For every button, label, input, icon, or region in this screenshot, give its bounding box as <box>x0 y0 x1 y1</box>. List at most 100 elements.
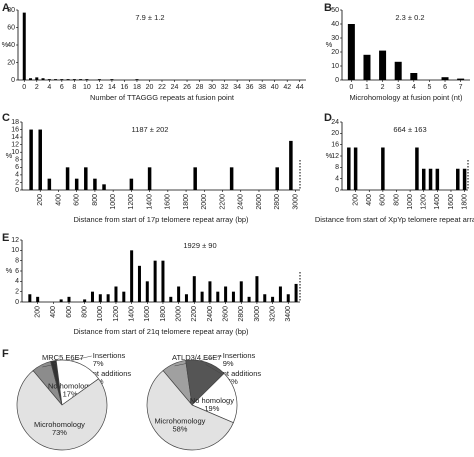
x-tick-label: 1800 <box>183 194 190 210</box>
x-tick-label: 6 <box>60 84 64 91</box>
pie-title: ATLD3/4 E6E7 <box>172 353 221 362</box>
x-axis-label: Distance from start of 21q telomere repe… <box>73 327 249 336</box>
x-tick-label: 16 <box>121 84 129 91</box>
x-tick-label: 3 <box>396 84 400 91</box>
bar <box>102 184 106 190</box>
bar <box>200 291 204 302</box>
bar <box>353 147 358 190</box>
bar <box>36 296 40 302</box>
x-tick-label: 200 <box>35 306 42 318</box>
slice-value-label: 7% <box>93 359 104 368</box>
bar <box>169 296 173 302</box>
y-tick-label: 50 <box>331 7 339 14</box>
x-tick-label: 44 <box>296 84 304 91</box>
bar <box>363 54 371 80</box>
slice-value-label: 19% <box>204 404 219 413</box>
x-tick-label: 2600 <box>256 194 263 210</box>
x-tick-label: 800 <box>92 194 99 206</box>
x-tick-label: 1600 <box>165 194 172 210</box>
x-tick-label: 2200 <box>191 306 198 322</box>
bar <box>59 299 63 302</box>
slice-value-label: 58% <box>172 424 187 433</box>
bar <box>239 281 243 302</box>
bar <box>54 79 58 80</box>
x-tick-label: 34 <box>233 84 241 91</box>
x-tick-label: 3400 <box>285 306 292 322</box>
bar <box>147 167 152 190</box>
x-tick-label: 2800 <box>238 306 245 322</box>
y-tick-label: 2 <box>15 179 19 186</box>
y-tick-label: 0 <box>11 77 15 84</box>
bar <box>275 167 279 190</box>
x-tick-label: 4 <box>412 84 416 91</box>
y-axis-label: % <box>326 151 333 160</box>
y-tick-label: 14 <box>11 134 19 141</box>
bar <box>90 291 94 302</box>
bar <box>74 178 79 190</box>
x-tick-label: 42 <box>283 84 291 91</box>
y-tick-label: 0 <box>15 187 19 194</box>
x-tick-label: 28 <box>196 84 204 91</box>
x-tick-label: 600 <box>380 194 387 206</box>
y-tick-label: 60 <box>7 24 15 31</box>
bar <box>35 77 39 80</box>
y-tick-label: 6 <box>15 164 19 171</box>
y-tick-label: 6 <box>15 268 19 275</box>
bar <box>161 260 165 302</box>
pie-slice <box>191 372 238 424</box>
y-tick-label: 16 <box>331 142 339 149</box>
bar <box>47 178 52 190</box>
bar <box>381 147 385 190</box>
x-tick-label: 2200 <box>219 194 226 210</box>
pie-slice <box>16 370 108 451</box>
x-axis-label: Distance from start of 17p telomere repe… <box>73 215 249 224</box>
y-tick-label: 4 <box>15 172 19 179</box>
bar <box>347 147 351 190</box>
bar <box>286 294 290 302</box>
y-tick-label: 0 <box>15 299 19 306</box>
y-tick-label: 8 <box>15 157 19 164</box>
bar <box>29 78 33 80</box>
bar <box>263 294 267 302</box>
pie-title: MRC5 E6E7 <box>42 353 84 362</box>
bar <box>441 77 449 80</box>
y-axis-label: % <box>6 266 13 275</box>
x-tick-label: 800 <box>81 306 88 318</box>
x-tick-label: 3000 <box>254 306 261 322</box>
x-tick-label: 800 <box>393 194 400 206</box>
x-tick-label: 4 <box>47 84 51 91</box>
slice-value-label: 73% <box>52 428 67 437</box>
x-tick-label: 600 <box>66 306 73 318</box>
bar <box>130 250 134 302</box>
x-axis-label: Number of TTAGGG repeats at fusion point <box>90 93 235 102</box>
x-axis-label: Distance from start of XpYp telomere rep… <box>315 215 474 224</box>
x-tick-label: 1000 <box>97 306 104 322</box>
x-tick-label: 6 <box>443 84 447 91</box>
bar <box>98 294 102 302</box>
bar <box>462 168 467 190</box>
x-tick-label: 24 <box>171 84 179 91</box>
bar <box>177 286 181 302</box>
bar <box>229 167 234 190</box>
bar <box>84 167 88 190</box>
bar <box>294 283 298 302</box>
panel-label: E <box>2 232 9 244</box>
bar <box>193 167 197 190</box>
x-tick-label: 32 <box>221 84 229 91</box>
bar <box>129 178 134 190</box>
y-tick-label: 12 <box>331 153 339 160</box>
x-tick-label: 14 <box>108 84 116 91</box>
slice-label: No homology <box>190 396 234 405</box>
bar <box>184 294 188 302</box>
leader <box>205 364 222 375</box>
y-axis-label: % <box>2 40 9 49</box>
bar <box>114 286 118 302</box>
annotation: 7.9 ± 1.2 <box>135 13 164 22</box>
bar <box>153 260 157 302</box>
slice-value-label: 9% <box>223 359 234 368</box>
y-tick-label: 20 <box>7 59 15 66</box>
x-axis-label: Microhomology at fusion point (nt) <box>350 93 463 102</box>
x-tick-label: 26 <box>183 84 191 91</box>
x-tick-label: 2000 <box>201 194 208 210</box>
